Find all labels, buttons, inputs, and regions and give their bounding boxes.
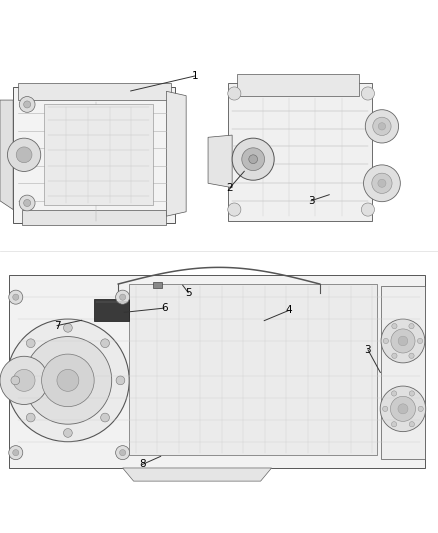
Text: 4: 4	[286, 305, 293, 316]
Circle shape	[398, 336, 408, 346]
Circle shape	[381, 319, 425, 363]
Circle shape	[364, 165, 400, 201]
Text: 6: 6	[161, 303, 168, 313]
Circle shape	[242, 148, 265, 171]
Circle shape	[19, 96, 35, 112]
Circle shape	[383, 338, 389, 344]
Circle shape	[228, 87, 241, 100]
Circle shape	[57, 369, 79, 391]
Polygon shape	[381, 286, 425, 459]
Circle shape	[409, 422, 414, 427]
Circle shape	[380, 386, 426, 432]
Polygon shape	[208, 135, 232, 188]
Text: 7: 7	[53, 321, 60, 330]
Polygon shape	[22, 209, 166, 225]
Circle shape	[361, 87, 374, 100]
Text: 3: 3	[307, 196, 314, 206]
Circle shape	[409, 353, 414, 358]
Text: 8: 8	[139, 459, 146, 470]
Circle shape	[24, 336, 112, 424]
Circle shape	[116, 290, 130, 304]
Polygon shape	[123, 468, 272, 481]
Circle shape	[120, 294, 126, 300]
Polygon shape	[44, 104, 153, 205]
Circle shape	[232, 138, 274, 180]
Circle shape	[101, 413, 110, 422]
Circle shape	[373, 117, 391, 135]
Circle shape	[392, 353, 397, 358]
Circle shape	[64, 324, 72, 332]
Polygon shape	[129, 284, 377, 455]
Polygon shape	[166, 91, 186, 216]
Polygon shape	[237, 74, 359, 96]
Circle shape	[0, 356, 48, 405]
Circle shape	[249, 155, 258, 164]
Circle shape	[392, 391, 397, 396]
Circle shape	[382, 406, 388, 411]
Polygon shape	[13, 87, 175, 223]
Circle shape	[116, 446, 130, 459]
Text: 2: 2	[226, 183, 233, 192]
Circle shape	[24, 101, 31, 108]
Circle shape	[418, 406, 424, 411]
Polygon shape	[0, 100, 13, 209]
Circle shape	[19, 195, 35, 211]
Circle shape	[390, 397, 416, 422]
Text: 5: 5	[185, 288, 192, 298]
Polygon shape	[9, 275, 425, 468]
Text: 3: 3	[364, 345, 371, 355]
Circle shape	[42, 354, 94, 407]
Circle shape	[13, 369, 35, 391]
Circle shape	[372, 173, 392, 193]
Circle shape	[9, 446, 23, 459]
Circle shape	[378, 179, 386, 187]
Circle shape	[9, 290, 23, 304]
Circle shape	[391, 329, 415, 353]
Circle shape	[228, 203, 241, 216]
Circle shape	[361, 203, 374, 216]
Circle shape	[7, 138, 41, 172]
Circle shape	[16, 147, 32, 163]
Circle shape	[26, 339, 35, 348]
Circle shape	[24, 199, 31, 206]
Circle shape	[365, 110, 399, 143]
Circle shape	[398, 404, 408, 414]
Circle shape	[120, 449, 126, 456]
Circle shape	[7, 319, 129, 442]
Circle shape	[116, 376, 125, 385]
Circle shape	[392, 324, 397, 329]
Polygon shape	[94, 300, 129, 321]
Polygon shape	[228, 83, 372, 221]
Text: 1: 1	[191, 71, 198, 81]
Circle shape	[417, 338, 423, 344]
Circle shape	[13, 294, 19, 300]
Circle shape	[378, 123, 385, 130]
Circle shape	[13, 449, 19, 456]
Circle shape	[11, 376, 20, 385]
Circle shape	[64, 429, 72, 437]
Circle shape	[101, 339, 110, 348]
Circle shape	[409, 324, 414, 329]
Circle shape	[26, 413, 35, 422]
Polygon shape	[153, 282, 162, 288]
Circle shape	[409, 391, 414, 396]
Circle shape	[392, 422, 397, 427]
Polygon shape	[18, 83, 171, 100]
